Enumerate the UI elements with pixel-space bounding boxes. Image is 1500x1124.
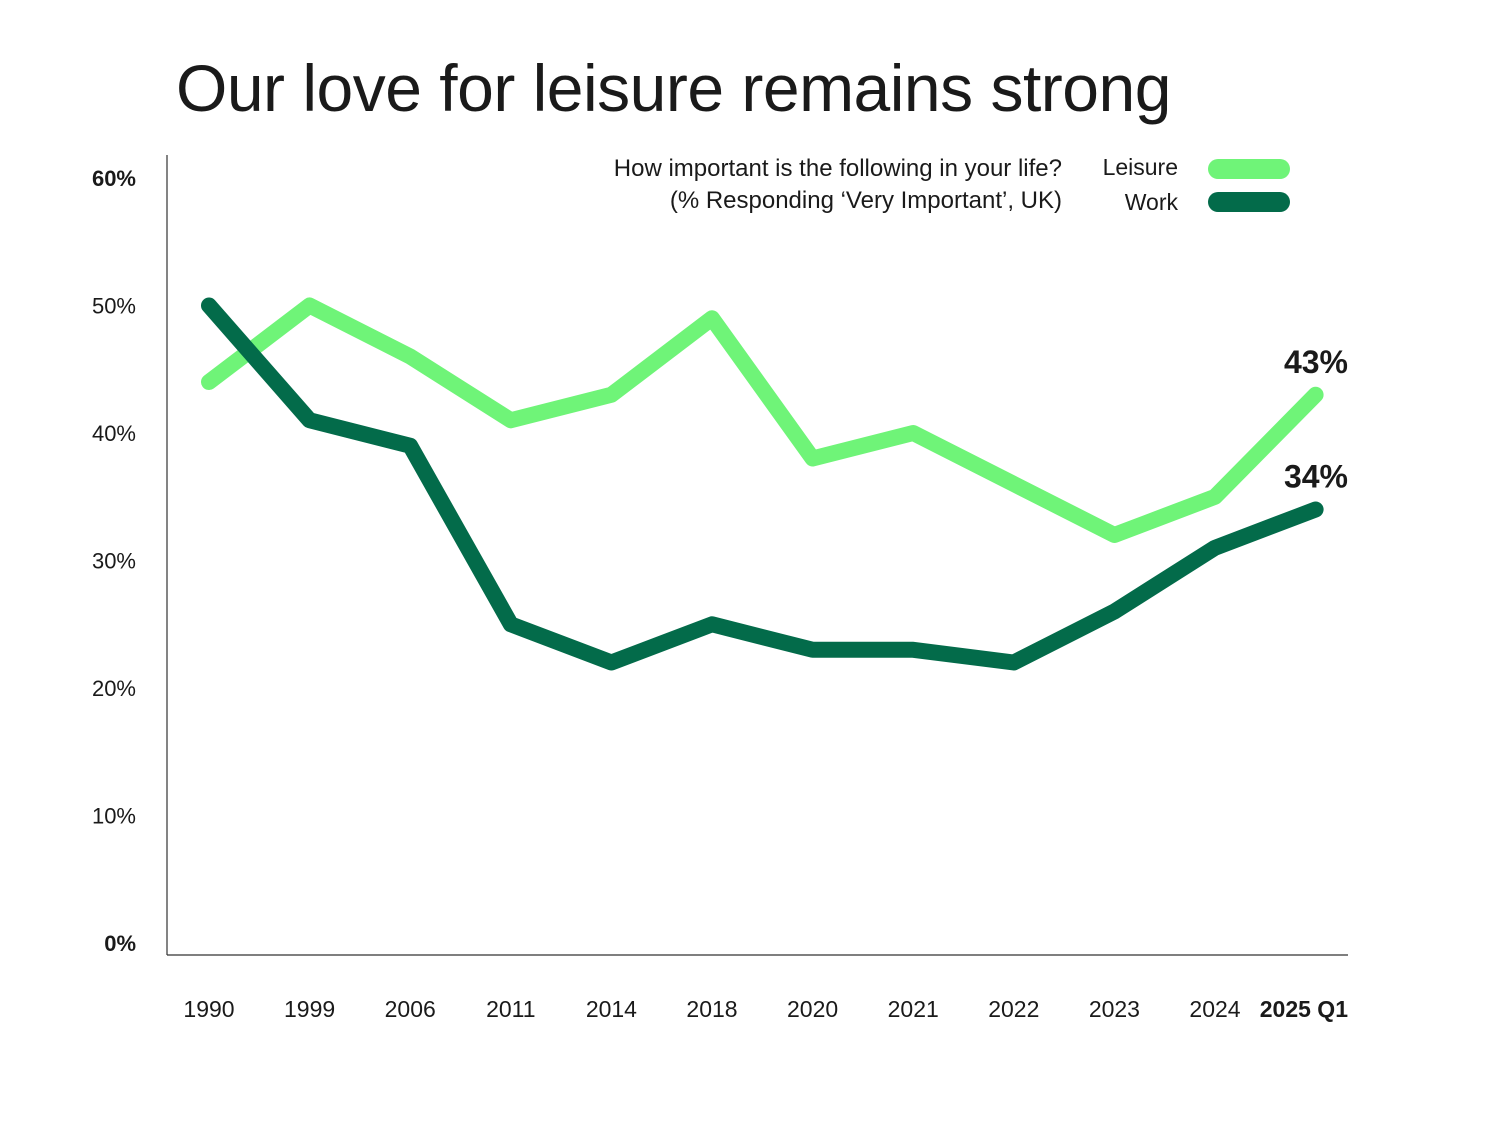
x-axis-ticks: 1990 1999 2006 2011 2014 2018 2020 2021 2022 2023… bbox=[183, 996, 1348, 1022]
series-line-work bbox=[201, 297, 1324, 671]
x-tick-label: 2023 bbox=[1089, 996, 1140, 1022]
end-label-work: 34% bbox=[1284, 459, 1348, 495]
x-tick-label: 2018 bbox=[686, 996, 737, 1022]
x-tick-label: 2024 bbox=[1189, 996, 1240, 1022]
end-label-leisure: 43% bbox=[1284, 344, 1348, 380]
y-tick-label: 10% bbox=[92, 804, 136, 829]
chart-question-line-2: (% Responding ‘Very Important’, UK) bbox=[670, 187, 1062, 214]
x-tick-label: 2006 bbox=[385, 996, 436, 1022]
y-tick-label: 20% bbox=[92, 676, 136, 701]
y-tick-label: 60% bbox=[92, 166, 136, 191]
x-tick-label: 2025 Q1 bbox=[1260, 996, 1348, 1022]
y-axis-ticks: 0% 10% 20% 30% 40% 50% 60% bbox=[92, 166, 136, 956]
x-tick-label: 2021 bbox=[888, 996, 939, 1022]
legend: How important is the following in your l… bbox=[614, 154, 1290, 215]
y-tick-label: 40% bbox=[92, 421, 136, 446]
chart-question-line-1: How important is the following in your l… bbox=[614, 155, 1062, 182]
series-line-leisure bbox=[201, 297, 1324, 543]
series-lines bbox=[201, 297, 1324, 671]
x-tick-label: 1990 bbox=[183, 996, 234, 1022]
chart-title: Our love for leisure remains strong bbox=[176, 51, 1171, 125]
x-tick-label: 2020 bbox=[787, 996, 838, 1022]
axes bbox=[166, 155, 1348, 956]
y-tick-label: 50% bbox=[92, 294, 136, 319]
x-tick-label: 2011 bbox=[486, 996, 535, 1022]
y-tick-label: 30% bbox=[92, 549, 136, 574]
legend-label-work: Work bbox=[1125, 189, 1179, 215]
y-tick-label: 0% bbox=[104, 931, 136, 956]
legend-label-leisure: Leisure bbox=[1103, 154, 1178, 180]
x-tick-label: 2014 bbox=[586, 996, 637, 1022]
x-tick-label: 1999 bbox=[284, 996, 335, 1022]
x-tick-label: 2022 bbox=[988, 996, 1039, 1022]
series-end-labels: 43% 34% bbox=[1284, 344, 1348, 495]
